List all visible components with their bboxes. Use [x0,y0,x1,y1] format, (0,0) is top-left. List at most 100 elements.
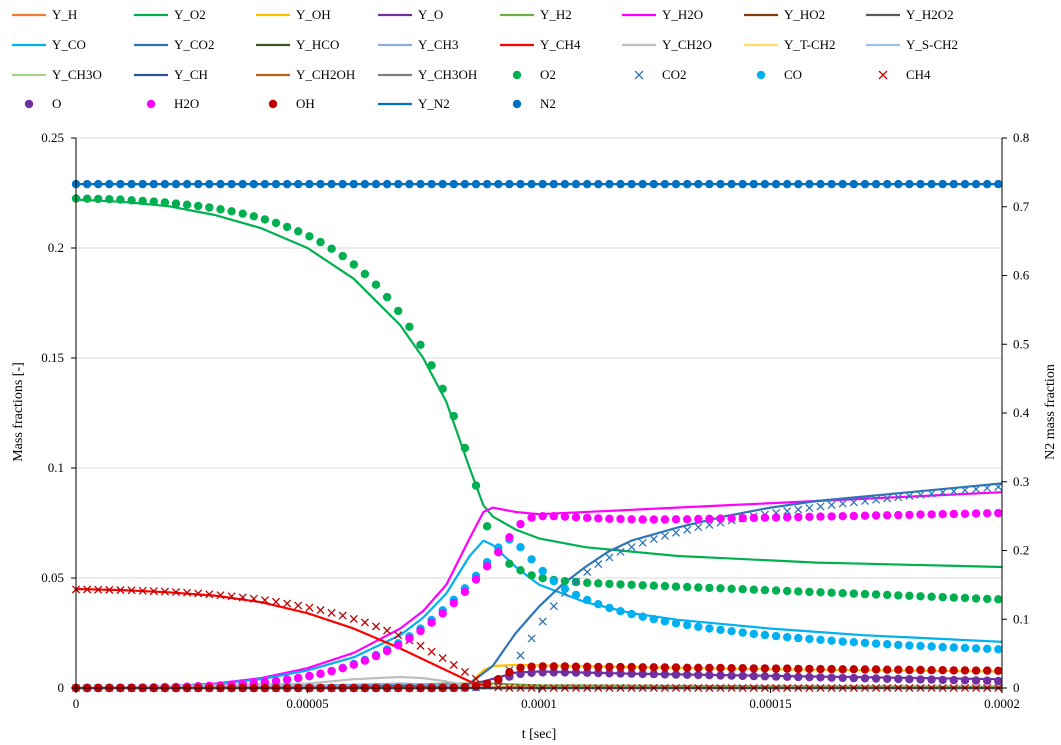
data-point-h2o [494,548,503,557]
data-point-o2 [260,215,270,224]
data-point-ch4 [238,593,247,602]
data-point-co2 [594,560,603,569]
series-y-h2o [75,491,1003,690]
data-point-o [838,673,847,683]
data-point-ch4 [205,590,214,599]
y-tick-label: 0.15 [41,350,64,365]
data-point-oh [660,663,670,672]
data-point-h2o [505,533,514,542]
data-point-o2 [794,587,803,596]
data-point-n2 [794,179,803,189]
data-point-h2o [805,512,814,521]
data-point-co [683,620,692,630]
data-point-oh [482,679,492,689]
data-point-n2 [227,179,236,189]
series-line-y-co [75,539,1003,690]
y2-tick-label: 0.3 [1013,474,1029,489]
data-point-h2o [549,512,558,521]
data-point-co2 [849,498,858,507]
data-point-h2o [671,515,681,524]
data-point-h2o [894,510,903,520]
data-point-co2 [960,486,970,495]
data-point-oh [849,665,858,674]
legend-label: Y_CH [174,67,208,82]
data-point-h2o [660,515,670,524]
y2-tick-label: 0.2 [1013,543,1029,558]
data-point-oh [960,666,970,675]
data-point-o [738,671,747,681]
data-point-o2 [905,591,914,600]
data-point-co [838,637,847,646]
legend-label: Y_HCO [296,37,339,52]
legend-item-co2: CO2 [634,67,687,82]
data-point-o2 [738,585,747,594]
data-point-o2 [516,566,525,575]
data-point-h2o [349,660,358,669]
data-point-co2 [827,500,836,510]
data-point-n2 [905,179,914,189]
data-point-h2o [994,508,1003,518]
data-point-n2 [460,179,470,189]
data-point-n2 [694,179,703,189]
data-point-o2 [716,584,725,593]
data-point-o [671,670,681,679]
data-point-o2 [683,582,692,592]
data-point-o2 [94,194,103,204]
data-point-co2 [949,487,958,496]
data-point-h2o [649,515,658,524]
data-point-o2 [583,578,592,587]
legend-label: Y_CH2OH [296,67,355,82]
legend-item-y-h2o: Y_H2O [622,7,703,22]
data-point-ch4 [305,603,314,612]
data-point-co [727,627,736,636]
data-point-n2 [883,179,892,189]
data-point-o [794,672,803,682]
data-point-o2 [605,579,614,589]
legend-item-h2o: H2O [146,96,199,111]
data-point-co2 [938,488,947,497]
y2-tick-label: 0.7 [1013,199,1030,214]
series-h2o [71,508,1003,693]
data-point-o [549,668,558,677]
data-point-o [949,675,958,685]
data-point-oh [649,663,658,672]
data-point-o2 [838,589,847,598]
series-oh [71,662,1003,693]
data-point-oh [705,663,714,673]
data-point-n2 [194,179,203,189]
data-point-o2 [594,579,603,588]
legend-label: Y_CH2O [662,37,712,52]
data-point-ch4 [271,597,281,606]
data-point-h2o [794,512,803,522]
data-point-co [860,638,870,648]
data-point-o [927,675,936,684]
legend-item-o: O [24,96,61,111]
data-point-o [871,674,881,683]
data-point-o2 [927,592,936,601]
legend-label: Y_O2 [174,7,206,22]
legend-item-ch4: CH4 [878,67,931,82]
data-point-oh [605,662,614,672]
data-point-o2 [182,200,192,209]
data-point-co2 [671,528,681,537]
data-point-ch4 [216,591,225,600]
data-point-ch4 [471,674,481,683]
data-point-n2 [727,179,736,189]
data-point-ch4 [371,622,381,631]
data-point-co [749,629,758,639]
legend-item-y-co2: Y_CO2 [134,37,214,52]
y2-tick-label: 0 [1013,680,1020,695]
data-point-h2o [738,514,747,523]
data-point-h2o [727,514,736,523]
data-point-o2 [338,251,347,261]
data-point-h2o [938,510,947,519]
data-point-o2 [960,593,970,603]
data-point-n2 [282,179,292,189]
data-point-co2 [794,505,803,514]
data-point-o2 [460,443,470,453]
data-point-co [583,595,592,605]
data-point-o2 [616,580,625,589]
data-point-n2 [949,179,958,189]
data-point-o2 [82,194,92,203]
